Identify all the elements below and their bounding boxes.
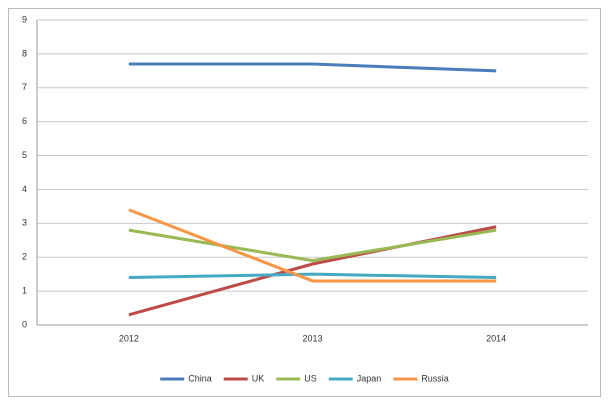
y-tick-label: 9 [22,14,27,24]
legend-label: Japan [357,373,382,383]
x-tick-label: 2014 [486,333,506,343]
series-line [128,228,497,263]
y-tick-label: 0 [22,319,27,329]
y-tick-label: 7 [22,82,27,92]
y-tick-label: 6 [22,116,27,126]
series-line [128,208,497,283]
legend-label: Russia [421,373,449,383]
y-tick-label: 1 [22,285,27,295]
chart-frame [8,8,601,397]
legend-label: US [304,373,317,383]
y-tick-label: 4 [22,184,27,194]
x-tick-label: 2013 [302,333,322,343]
x-tick-label: 2012 [119,333,139,343]
series-line [128,272,497,280]
y-tick-label: 5 [22,150,27,160]
y-tick-label: 3 [22,218,27,228]
legend-label: UK [252,373,265,383]
legend-label: China [188,373,212,383]
y-tick-label: 2 [22,252,27,262]
y-tick-label: 8 [22,48,27,58]
series-line [128,62,497,73]
